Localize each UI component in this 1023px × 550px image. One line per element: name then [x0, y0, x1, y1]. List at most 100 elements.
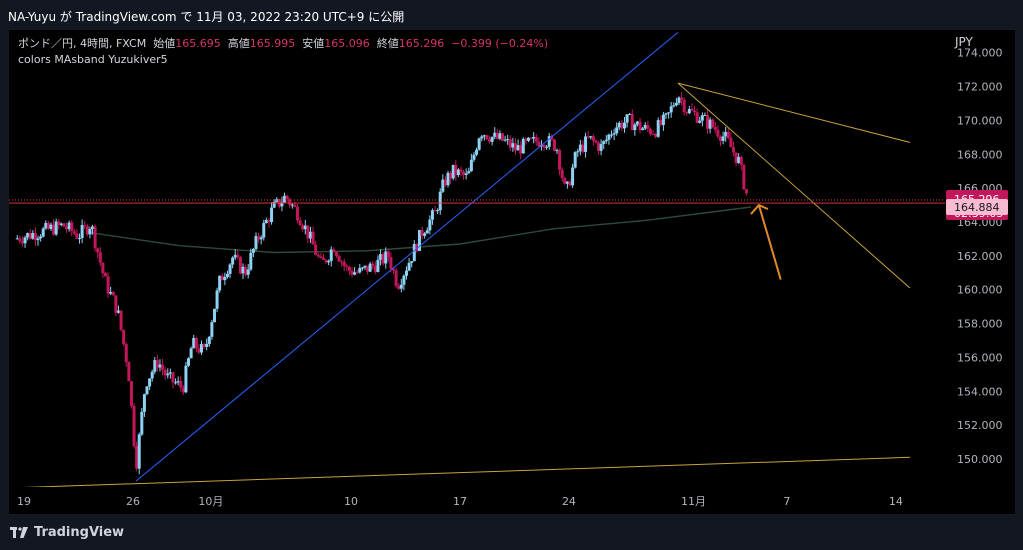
- candle-body: [555, 150, 559, 152]
- candle-body: [324, 259, 328, 263]
- candle-body: [280, 202, 284, 207]
- candle-body: [703, 115, 707, 117]
- symbol-name[interactable]: ポンド／円, 4時間, FXCM: [18, 37, 147, 50]
- candle-body: [161, 364, 165, 370]
- candle-body: [140, 411, 144, 435]
- candle-body: [46, 222, 50, 229]
- tradingview-brand[interactable]: TradingView: [34, 525, 125, 540]
- candle-body: [519, 145, 523, 154]
- indicator-legend[interactable]: colors MAsband Yuzukiver5: [18, 53, 168, 66]
- candle-body: [215, 290, 219, 309]
- candle-body: [480, 136, 484, 139]
- candle-body: [373, 265, 377, 272]
- candle-body: [594, 140, 598, 143]
- candle-body: [290, 204, 294, 206]
- candle-body: [464, 173, 468, 176]
- candle-body: [202, 344, 206, 347]
- high-label: 高値: [227, 37, 250, 50]
- candle-body: [607, 134, 611, 140]
- close-value: 165.296: [398, 37, 445, 50]
- candle-body: [425, 230, 429, 234]
- candle-body: [65, 226, 69, 230]
- candle-body: [116, 310, 120, 313]
- candle-body: [581, 144, 585, 152]
- candle-body: [150, 371, 154, 379]
- candle-body: [454, 164, 458, 176]
- candle-body: [132, 405, 136, 446]
- candle-body: [52, 224, 56, 235]
- candle-body: [171, 372, 175, 383]
- candle-body: [264, 219, 268, 224]
- candle-body: [423, 233, 427, 236]
- candle-body: [612, 133, 616, 135]
- candle-body: [142, 394, 146, 412]
- candle-body: [638, 121, 642, 131]
- candle-body: [75, 233, 79, 239]
- candle-body: [379, 254, 383, 260]
- candle-body: [155, 360, 159, 368]
- candle-body: [563, 177, 567, 184]
- candle-body: [241, 266, 245, 274]
- candle-body: [628, 114, 632, 116]
- candle-body: [39, 236, 43, 239]
- axis-corner: [945, 487, 1015, 514]
- candle-body: [695, 112, 699, 123]
- candle-body: [49, 224, 53, 229]
- candle-body: [236, 254, 240, 258]
- candle-body: [477, 138, 481, 150]
- candle-body: [625, 114, 629, 123]
- price-tick-label: 162.000: [957, 250, 1003, 263]
- candle-body: [308, 231, 312, 239]
- candle-body: [225, 273, 229, 277]
- candle-body: [394, 270, 398, 287]
- trendline-support: [135, 31, 679, 482]
- candle-body: [114, 295, 118, 313]
- candle-body: [392, 268, 396, 271]
- candle-body: [674, 103, 678, 106]
- candle-body: [443, 179, 447, 186]
- candle-body: [436, 210, 440, 212]
- candle-body: [446, 172, 450, 186]
- candle-body: [187, 358, 191, 366]
- candle-body: [298, 220, 302, 226]
- trendline-resistance1: [677, 82, 911, 143]
- candle-body: [511, 143, 515, 148]
- candle-body: [659, 120, 663, 126]
- candle-body: [288, 199, 292, 206]
- candle-body: [285, 195, 289, 200]
- candle-body: [726, 131, 730, 139]
- time-axis[interactable]: [9, 487, 945, 514]
- candle-body: [526, 137, 530, 141]
- price-tick-label: 172.000: [957, 81, 1003, 94]
- candle-body: [524, 138, 528, 141]
- chart-pane[interactable]: [9, 30, 945, 487]
- candle-body: [85, 225, 89, 235]
- price-tick-label: 154.000: [957, 385, 1003, 398]
- candle-body: [72, 231, 76, 234]
- candle-body: [205, 343, 209, 347]
- candle-body: [617, 122, 621, 128]
- candle-body: [197, 348, 201, 353]
- candle-body: [321, 257, 325, 260]
- candle-body: [316, 254, 320, 257]
- candle-body: [402, 275, 406, 285]
- candle-body: [456, 169, 460, 176]
- candle-body: [472, 154, 476, 160]
- candle-body: [545, 146, 549, 148]
- candle-body: [633, 124, 637, 131]
- candle-body: [179, 381, 183, 388]
- candle-body: [353, 272, 357, 275]
- candle-body: [91, 226, 95, 230]
- candle-body: [106, 276, 110, 294]
- candle-body: [739, 156, 743, 165]
- candle-body: [734, 152, 738, 163]
- candle-body: [661, 114, 665, 126]
- price-axis[interactable]: [945, 30, 1015, 487]
- candle-body: [586, 136, 590, 138]
- candle-body: [337, 256, 341, 262]
- candle-body: [430, 210, 434, 220]
- candle-body: [384, 251, 388, 264]
- candle-body: [508, 139, 512, 148]
- candle-body: [192, 337, 196, 349]
